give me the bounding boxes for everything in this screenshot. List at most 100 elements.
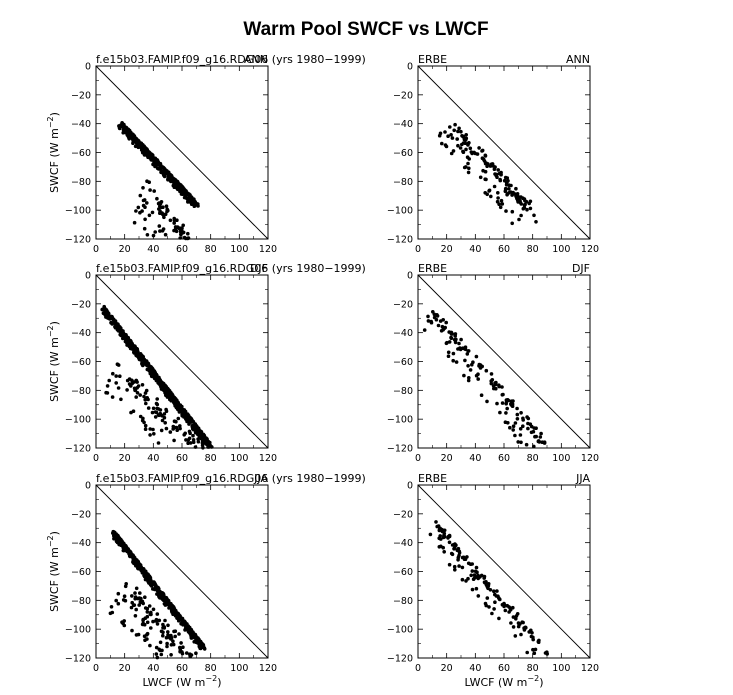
data-point: [134, 607, 138, 612]
data-point: [147, 213, 152, 218]
data-point: [434, 317, 439, 322]
data-point: [116, 591, 121, 596]
data-point: [464, 147, 468, 152]
data-point: [451, 351, 456, 356]
data-point: [159, 652, 164, 657]
chart-panel-middle-right: 0 20 40 60 80 100 120 0 −20 −40 −60 −80 −100 −120 ERBE…: [387, 262, 599, 464]
data-point: [186, 236, 191, 240]
data-point: [110, 321, 115, 326]
data-point: [130, 628, 134, 633]
data-point: [505, 176, 510, 180]
data-point: [132, 386, 137, 391]
y-tick-label: −20: [71, 509, 91, 520]
data-point: [523, 625, 528, 630]
chart-panel-top-left: 0 20 40 60 80 100 120 0 −20 −40 −60 −80 −100 −120 f.e1…: [46, 53, 366, 255]
data-point: [175, 401, 179, 405]
data-point: [199, 640, 203, 645]
data-point: [169, 633, 173, 638]
data-point: [144, 149, 149, 153]
y-tick-label: −60: [71, 567, 91, 578]
data-point: [534, 220, 538, 224]
scatter-points: [422, 310, 547, 449]
x-tick-label: 20: [441, 453, 453, 464]
data-point: [143, 595, 147, 599]
data-point: [165, 207, 169, 212]
data-point: [515, 412, 520, 417]
data-point: [500, 401, 505, 405]
data-point: [162, 598, 166, 602]
data-point: [190, 427, 195, 431]
data-point: [166, 623, 170, 628]
data-point: [159, 428, 164, 433]
data-point: [164, 635, 169, 640]
data-point: [186, 441, 190, 446]
data-point: [480, 149, 484, 153]
data-point: [486, 586, 490, 591]
data-point: [493, 592, 497, 597]
y-axis-label-exponent: −2: [46, 116, 55, 128]
data-point: [173, 634, 177, 639]
data-point: [126, 128, 131, 133]
data-point: [116, 535, 120, 539]
data-point: [126, 337, 131, 342]
data-point: [446, 350, 451, 355]
x-tick-label: 100: [552, 663, 570, 674]
data-point: [145, 610, 150, 614]
data-point: [187, 429, 192, 434]
data-point: [503, 420, 508, 425]
data-point: [161, 622, 165, 627]
data-point: [125, 378, 130, 383]
data-point: [179, 232, 183, 237]
data-point: [513, 421, 518, 425]
y-tick-label: 0: [407, 62, 413, 73]
data-point: [474, 586, 479, 591]
data-point: [150, 153, 154, 158]
x-tick-label: 100: [552, 453, 570, 464]
data-point: [145, 606, 150, 611]
x-tick-label: 80: [527, 663, 539, 674]
data-point: [514, 186, 518, 191]
data-point: [198, 430, 203, 435]
data-point: [138, 393, 142, 397]
data-point: [459, 337, 463, 342]
data-point: [129, 605, 134, 610]
data-point: [519, 632, 523, 637]
data-point: [162, 215, 166, 220]
data-point: [531, 637, 535, 642]
data-point: [125, 343, 129, 347]
y-tick-label: 0: [407, 481, 413, 492]
y-tick-label: −120: [65, 654, 91, 665]
data-point: [103, 312, 107, 317]
data-point: [149, 366, 153, 371]
data-point: [158, 640, 163, 645]
data-point: [533, 434, 537, 439]
data-point: [122, 332, 127, 337]
data-point: [164, 595, 168, 600]
data-point: [454, 337, 458, 342]
data-point: [200, 443, 205, 448]
data-point: [431, 310, 435, 314]
data-point: [183, 626, 188, 631]
data-point: [508, 425, 512, 430]
data-point: [164, 204, 169, 208]
data-point: [510, 404, 515, 409]
data-point: [496, 196, 500, 200]
data-point: [172, 438, 176, 443]
data-point: [171, 612, 175, 616]
data-point: [166, 633, 170, 637]
data-point: [457, 341, 461, 346]
data-point: [122, 619, 126, 623]
reference-line: [417, 274, 591, 449]
data-point: [540, 440, 545, 445]
data-point: [510, 209, 515, 214]
data-point: [129, 341, 134, 345]
reference-line: [95, 65, 269, 240]
data-point: [466, 364, 470, 368]
panel-left-title: f.e15b03.FAMIP.f09_g16.RDG06 (yrs 1980−1…: [96, 53, 366, 66]
data-point: [485, 399, 489, 404]
data-point: [498, 410, 502, 415]
data-point: [148, 643, 152, 648]
scatter-points: [108, 529, 207, 660]
data-point: [532, 213, 536, 218]
